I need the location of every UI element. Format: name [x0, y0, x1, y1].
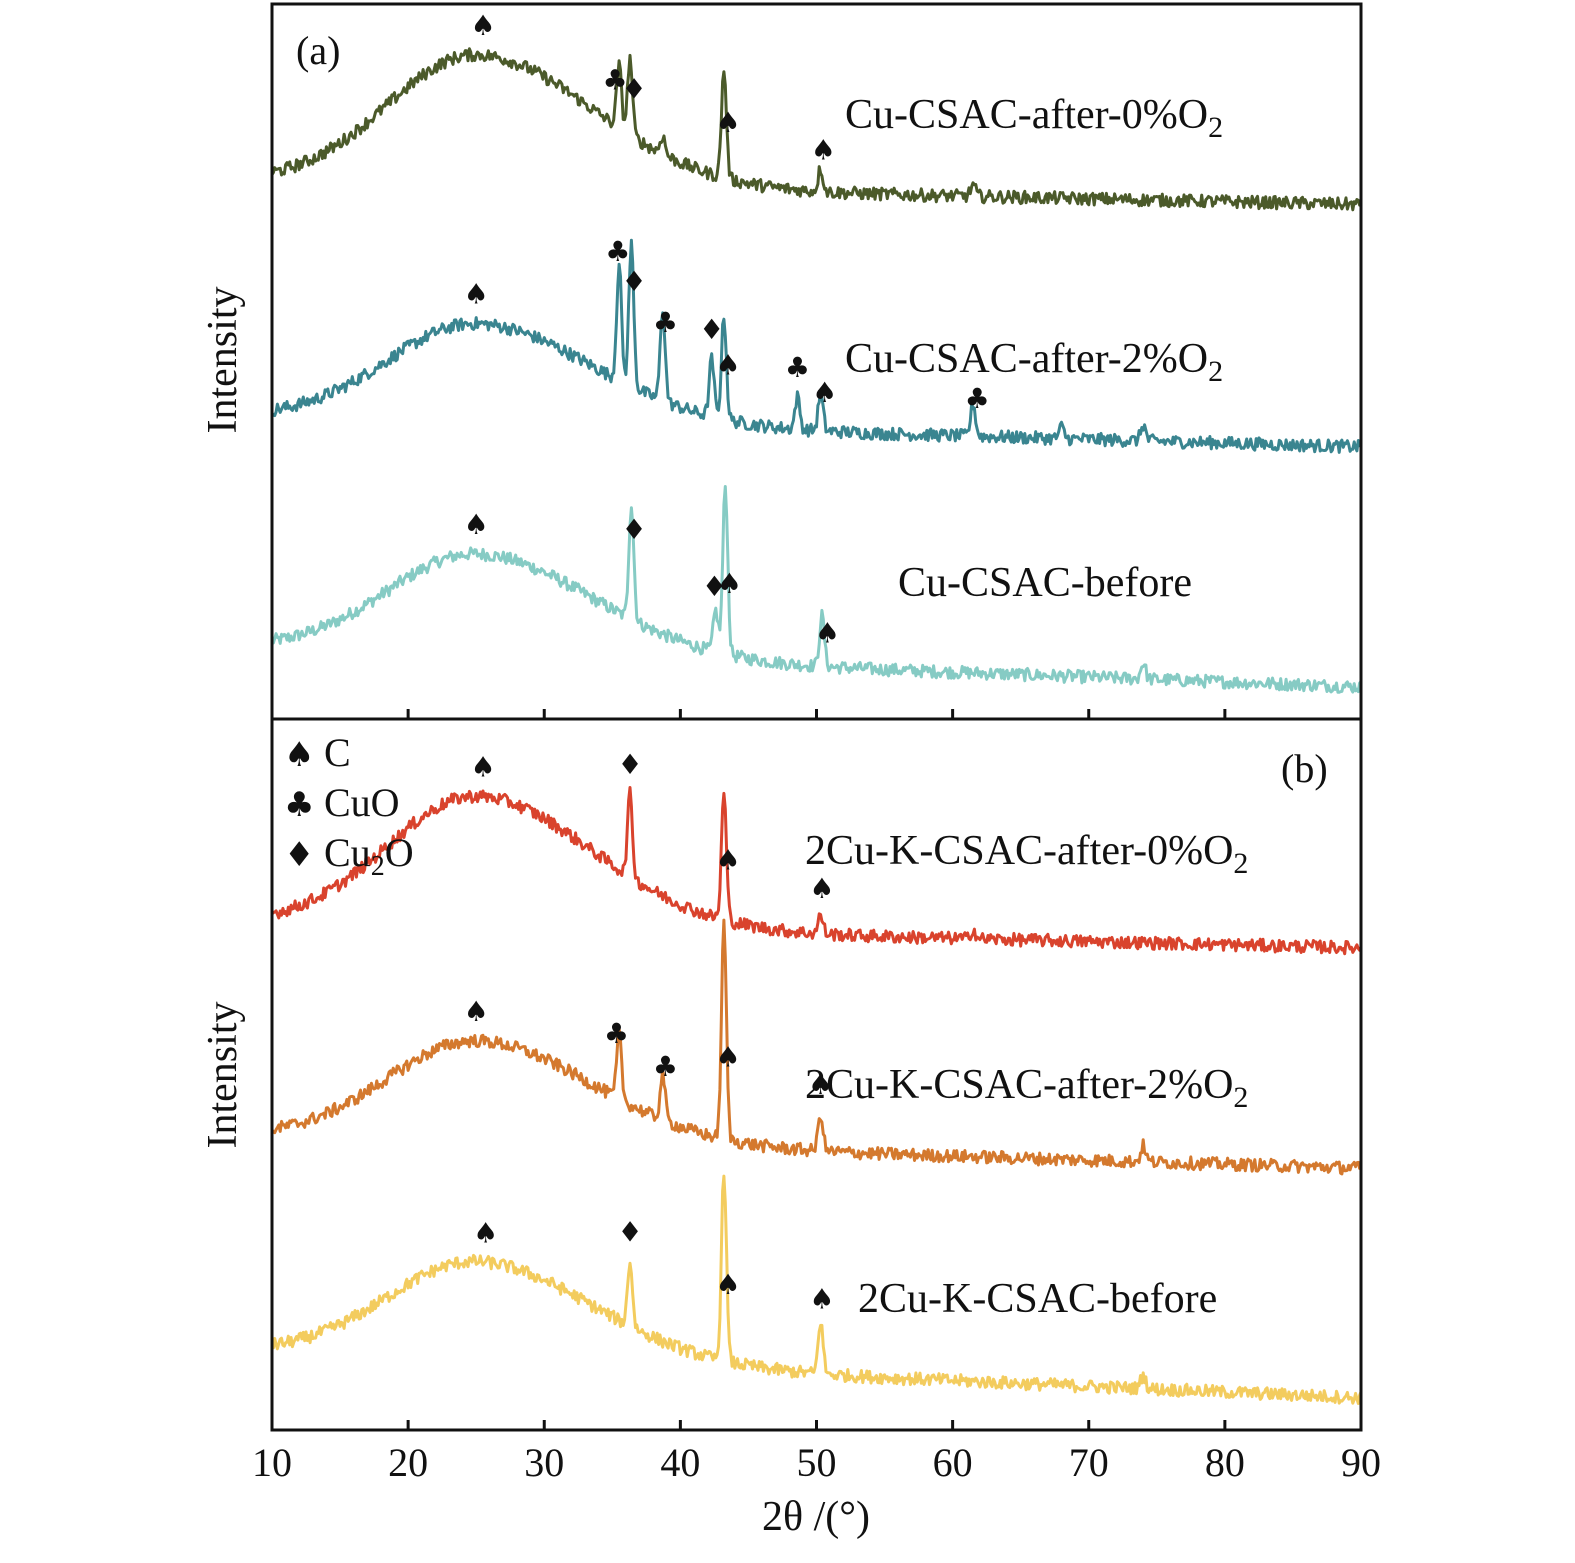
x-tick-label: 40	[660, 1440, 700, 1485]
series-line-a-1	[270, 485, 1363, 694]
series-line-a-3	[270, 47, 1362, 212]
x-tick-label: 90	[1341, 1440, 1381, 1485]
series-line-b-1	[271, 1174, 1363, 1405]
peak-marker-c: ♠	[470, 9, 495, 42]
series-line-b-2	[270, 918, 1363, 1176]
x-tick-label: 30	[524, 1440, 564, 1485]
x-tick-label: 70	[1069, 1440, 1109, 1485]
peak-marker-c: ♠	[464, 508, 489, 541]
peak-marker-c: ♠	[811, 133, 836, 166]
peak-marker-c: ♠	[809, 872, 834, 905]
peak-marker-cuo: ♣	[604, 1017, 629, 1050]
peak-marker-c: ♠	[812, 376, 837, 409]
peak-marker-c: ♠	[464, 278, 489, 311]
x-tick-label: 20	[388, 1440, 428, 1485]
legend-symbol-c: ♠	[284, 735, 314, 775]
peak-marker-c: ♠	[464, 995, 489, 1028]
peak-marker-cuo: ♣	[785, 351, 810, 384]
legend-label-cu2o: Cu2O	[324, 830, 414, 882]
peak-marker-cuo: ♣	[653, 1050, 678, 1083]
peak-marker-c: ♠	[470, 751, 495, 784]
peak-marker-cu2o: ♦	[622, 513, 647, 546]
series-label: Cu-CSAC-after-0%O2	[845, 92, 1223, 144]
x-tick-label: 50	[797, 1440, 837, 1485]
peak-marker-c: ♠	[473, 1216, 498, 1249]
series-line-a-2	[270, 238, 1363, 454]
peak-marker-cuo: ♣	[602, 63, 627, 96]
x-tick-label: 60	[933, 1440, 973, 1485]
peak-marker-c: ♠	[808, 1068, 833, 1101]
peak-marker-c: ♠	[815, 616, 840, 649]
x-axis-title: 2θ /(°)	[762, 1494, 870, 1540]
series-label: 2Cu-K-CSAC-after-0%O2	[805, 828, 1248, 880]
peak-marker-cu2o: ♦	[622, 73, 647, 106]
panel-b-label: (b)	[1281, 746, 1328, 791]
series-label: 2Cu-K-CSAC-after-2%O2	[805, 1062, 1248, 1114]
series-label: Cu-CSAC-before	[898, 560, 1192, 606]
peak-marker-cuo: ♣	[605, 235, 630, 268]
peak-marker-c: ♠	[715, 1041, 740, 1074]
y-axis-title-a: Intensity	[200, 287, 246, 434]
y-axis-title-b: Intensity	[200, 1002, 246, 1149]
legend-label-c: C	[324, 730, 351, 775]
peak-marker-cu2o: ♦	[699, 313, 724, 346]
peak-marker-cu2o: ♦	[622, 265, 647, 298]
peak-marker-c: ♠	[715, 1268, 740, 1301]
series-label: 2Cu-K-CSAC-before	[858, 1276, 1217, 1322]
x-tick-label: 10	[252, 1440, 292, 1485]
peak-marker-c: ♠	[715, 843, 740, 876]
legend-symbol-cuo: ♣	[284, 785, 314, 825]
peak-marker-cuo: ♣	[653, 306, 678, 339]
peak-marker-cu2o: ♦	[617, 748, 642, 781]
series-label: Cu-CSAC-after-2%O2	[845, 336, 1223, 388]
series-line-b-3	[270, 786, 1363, 956]
peak-marker-c: ♠	[715, 106, 740, 139]
peak-marker-c: ♠	[717, 567, 742, 600]
peak-marker-cu2o: ♦	[702, 570, 727, 603]
peak-marker-cuo: ♣	[965, 382, 990, 415]
peak-marker-c: ♠	[715, 348, 740, 381]
peak-marker-c: ♠	[809, 1283, 834, 1316]
panel-a-label: (a)	[296, 28, 340, 73]
x-tick-label: 80	[1205, 1440, 1245, 1485]
legend-symbol-cu2o: ♦	[284, 835, 314, 875]
peak-marker-cu2o: ♦	[617, 1216, 642, 1249]
legend-label-cuo: CuO	[324, 780, 400, 825]
